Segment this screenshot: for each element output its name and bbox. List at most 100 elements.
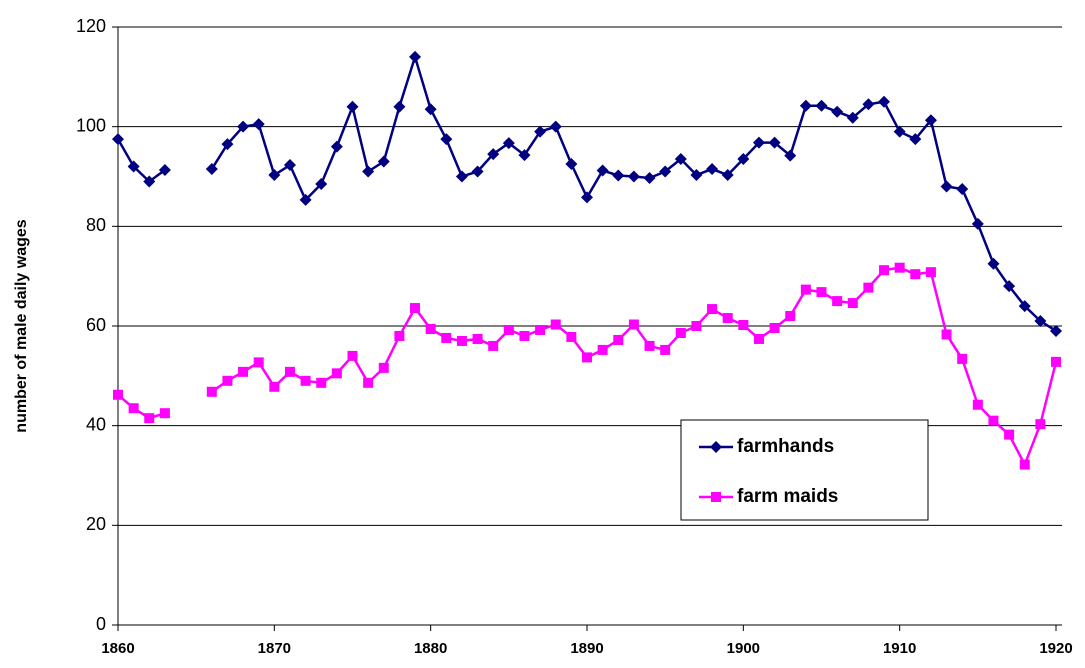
marker	[987, 257, 1000, 270]
marker	[691, 321, 702, 331]
y-tick-label: 80	[86, 215, 106, 235]
x-tick-label: 1870	[258, 640, 291, 657]
marker	[710, 441, 722, 453]
marker	[722, 313, 733, 324]
marker	[535, 324, 546, 335]
marker	[253, 357, 264, 368]
marker	[487, 148, 500, 161]
marker	[847, 298, 858, 309]
marker	[550, 319, 561, 330]
marker	[269, 381, 280, 392]
marker	[346, 100, 359, 113]
y-tick-label: 60	[86, 315, 106, 335]
marker	[596, 164, 609, 177]
marker	[799, 99, 812, 112]
marker	[711, 492, 721, 502]
marker	[769, 322, 780, 333]
marker	[690, 169, 703, 182]
marker	[768, 136, 781, 149]
marker	[206, 386, 217, 397]
marker	[534, 125, 547, 138]
marker	[268, 169, 281, 182]
marker	[1003, 280, 1016, 293]
marker	[158, 164, 171, 177]
marker	[971, 217, 984, 230]
marker	[299, 193, 312, 206]
marker	[471, 165, 484, 178]
marker	[628, 319, 639, 330]
marker	[566, 331, 577, 342]
marker	[660, 344, 671, 355]
x-tick-label: 1920	[1039, 640, 1072, 657]
marker	[643, 171, 656, 184]
marker	[674, 153, 687, 166]
marker	[472, 333, 483, 344]
marker	[909, 133, 922, 146]
marker	[1004, 429, 1015, 440]
marker	[957, 353, 968, 364]
marker	[644, 340, 655, 351]
marker	[518, 149, 531, 162]
marker	[878, 95, 891, 108]
marker	[924, 114, 937, 127]
marker	[409, 50, 422, 63]
marker	[940, 180, 953, 193]
marker	[159, 408, 170, 419]
marker	[363, 377, 374, 388]
marker	[879, 265, 890, 276]
y-tick-label: 40	[86, 414, 106, 434]
marker	[488, 340, 499, 351]
marker	[144, 413, 155, 424]
marker	[862, 98, 875, 111]
marker	[347, 350, 358, 361]
marker	[502, 137, 515, 150]
marker	[393, 100, 406, 113]
marker	[800, 284, 811, 295]
marker	[1019, 459, 1030, 470]
marker	[972, 399, 983, 410]
marker	[330, 140, 343, 153]
marker	[1018, 300, 1031, 313]
marker	[221, 138, 234, 151]
marker	[425, 323, 436, 334]
marker	[378, 362, 389, 373]
marker	[410, 303, 421, 314]
y-axis-label: number of male daily wages	[13, 219, 30, 433]
marker	[612, 169, 625, 182]
marker	[784, 149, 797, 162]
marker	[424, 103, 437, 116]
x-tick-label: 1880	[414, 640, 447, 657]
marker	[565, 158, 578, 171]
marker	[597, 344, 608, 355]
marker	[956, 182, 969, 195]
marker	[205, 163, 218, 176]
marker	[737, 153, 750, 166]
marker	[362, 165, 375, 178]
marker	[284, 366, 295, 377]
marker	[441, 332, 452, 343]
marker	[721, 169, 734, 182]
marker	[785, 311, 796, 322]
marker	[237, 120, 250, 133]
marker	[283, 159, 296, 172]
marker	[627, 170, 640, 183]
marker	[832, 296, 843, 307]
marker	[316, 377, 327, 388]
x-tick-label: 1860	[101, 640, 134, 657]
marker	[582, 352, 592, 363]
marker	[581, 191, 593, 204]
marker	[222, 375, 233, 386]
x-tick-label: 1900	[727, 640, 760, 657]
marker	[863, 282, 874, 293]
marker	[300, 375, 311, 386]
marker	[831, 105, 844, 118]
y-tick-label: 20	[86, 514, 106, 534]
marker	[1034, 315, 1047, 328]
marker	[925, 267, 936, 278]
marker	[112, 133, 124, 146]
marker	[128, 403, 139, 414]
marker	[1035, 419, 1046, 430]
marker	[503, 324, 514, 335]
marker	[941, 329, 952, 340]
marker	[659, 165, 672, 178]
